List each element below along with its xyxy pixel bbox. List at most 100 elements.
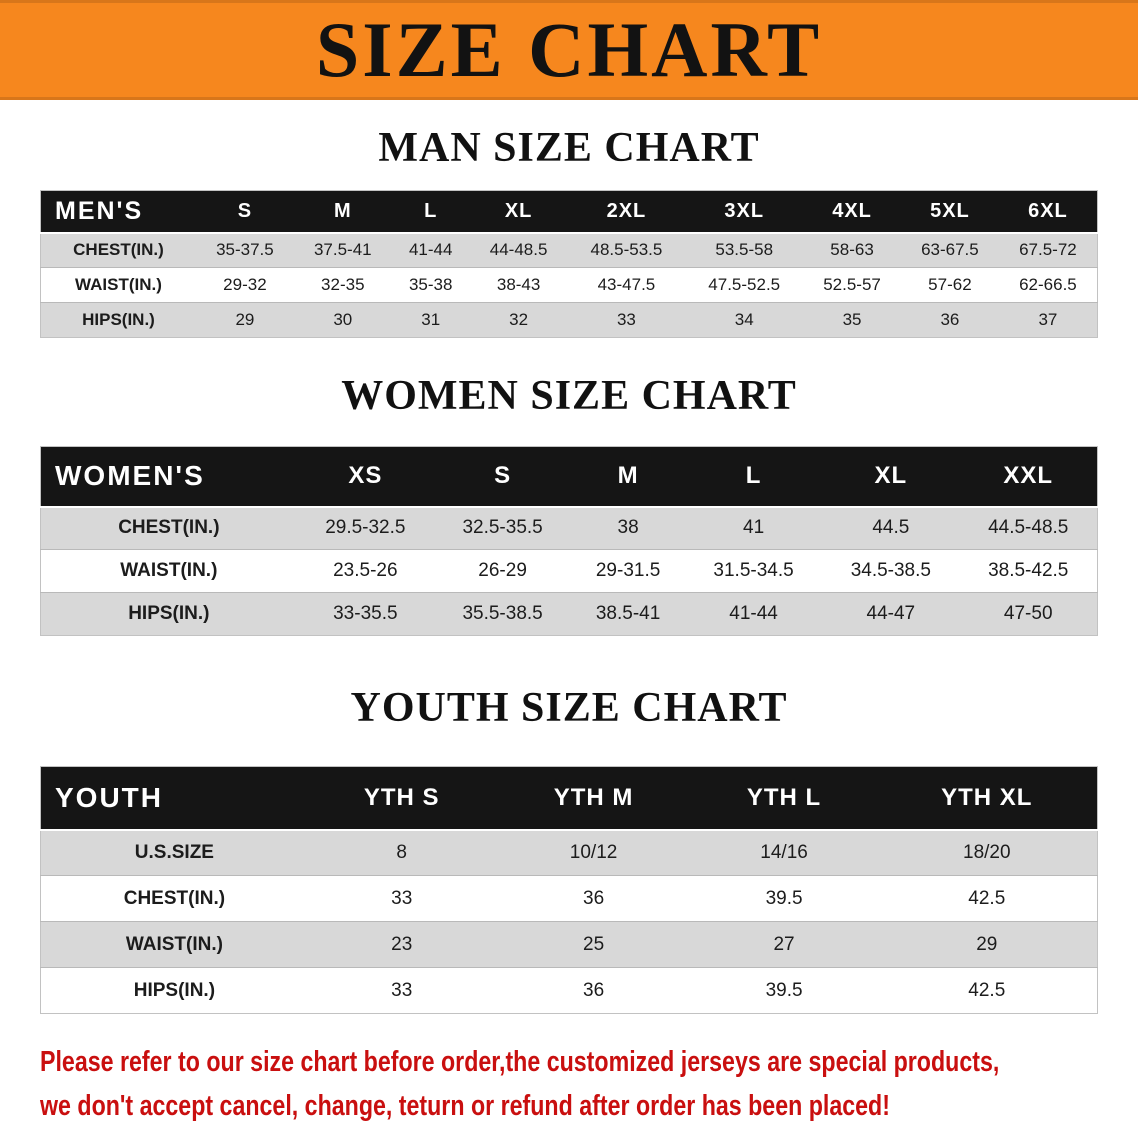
size-value-cell: 57-62 [928, 275, 972, 295]
size-column-header: 4XL [803, 190, 901, 233]
size-value-cell: 29-31.5 [595, 560, 661, 582]
measurement-row-label: WAIST(IN.) [120, 560, 218, 582]
measurement-row-label: CHEST(IN.) [73, 240, 164, 260]
size-value-cell: 35 [842, 310, 862, 330]
size-column-header: M [571, 446, 685, 507]
measurement-row: HIPS(IN.) 29 30 31 32 33 34 35 36 37 [40, 302, 1098, 338]
size-value-cell: 44-47 [866, 603, 916, 625]
size-value-cell: 36 [583, 979, 605, 1001]
size-column-header: YTH L [691, 766, 877, 830]
measurement-row-label: U.S.SIZE [134, 842, 214, 864]
size-value-cell: 33 [391, 887, 413, 909]
youth-size-section: YOUTH SIZE CHART YOUTH YTH S YTH M YTH L YTH… [0, 685, 1138, 1015]
size-value-cell: 41 [743, 517, 765, 539]
size-value-cell: 35.5-38.5 [462, 603, 543, 625]
measurement-row: WAIST(IN.) 23.5-26 26-29 29-31.5 31.5-34.5 34… [40, 549, 1098, 593]
size-value-cell: 39.5 [765, 887, 803, 909]
size-value-cell: 62-66.5 [1019, 275, 1077, 295]
measurement-row-label: HIPS(IN.) [133, 979, 216, 1001]
men-size-table: MEN'S S M L XL 2XL 3XL 4XL 5XL 6XL CHEST(IN.) 35-37… [40, 190, 1098, 339]
size-value-cell: 52.5-57 [823, 275, 881, 295]
size-column-header: 2XL [567, 190, 686, 233]
size-value-cell: 67.5-72 [1019, 240, 1077, 260]
men-section-heading: MAN SIZE CHART [378, 125, 760, 171]
table-corner-label: MEN'S [40, 190, 196, 233]
size-value-cell: 36 [940, 310, 960, 330]
disclaimer-note: Please refer to our size chart before or… [40, 1040, 1138, 1128]
size-header-row: YOUTH YTH S YTH M YTH L YTH XL [40, 766, 1098, 830]
size-value-cell: 34 [734, 310, 754, 330]
size-value-cell: 31 [421, 310, 441, 330]
size-chart-banner: SIZE CHART [0, 0, 1138, 100]
women-size-section: WOMEN SIZE CHART WOMEN'S XS S M L XL XXL CHEST(… [0, 373, 1138, 637]
table-corner-label: YOUTH [40, 766, 308, 830]
page-title: SIZE CHART [315, 6, 823, 93]
size-value-cell: 41-44 [408, 240, 453, 260]
measurement-row: CHEST(IN.) 33 36 39.5 42.5 [40, 875, 1098, 922]
women-section-heading: WOMEN SIZE CHART [341, 373, 797, 420]
size-column-header: 6XL [998, 190, 1098, 233]
size-value-cell: 35-37.5 [216, 240, 274, 260]
size-value-cell: 38.5-42.5 [988, 560, 1069, 582]
youth-section-heading: YOUTH SIZE CHART [350, 685, 788, 732]
size-column-header: YTH XL [876, 766, 1098, 830]
size-value-cell: 29-32 [223, 275, 267, 295]
measurement-row-label: WAIST(IN.) [125, 933, 223, 955]
size-value-cell: 63-67.5 [921, 240, 979, 260]
measurement-row-label: CHEST(IN.) [118, 517, 220, 539]
size-value-cell: 10/12 [569, 842, 618, 864]
size-column-header: S [195, 190, 294, 233]
measurement-row-label: CHEST(IN.) [123, 887, 226, 909]
size-header-row: MEN'S S M L XL 2XL 3XL 4XL 5XL 6XL [40, 190, 1098, 233]
size-value-cell: 32-35 [321, 275, 365, 295]
measurement-row: CHEST(IN.) 35-37.5 37.5-41 41-44 44-48.5 48.5… [40, 232, 1098, 268]
women-size-table: WOMEN'S XS S M L XL XXL CHEST(IN.) 29.5-32.5 32.5… [40, 446, 1098, 637]
measurement-row-label: HIPS(IN.) [82, 310, 155, 330]
size-header-row: WOMEN'S XS S M L XL XXL [40, 446, 1098, 507]
table-corner-label: WOMEN'S [40, 446, 297, 507]
size-column-header: XL [822, 446, 960, 507]
size-value-cell: 42.5 [968, 979, 1006, 1001]
size-value-cell: 48.5-53.5 [590, 240, 663, 260]
size-value-cell: 8 [396, 842, 407, 864]
size-value-cell: 27 [773, 933, 795, 955]
size-value-cell: 23 [391, 933, 413, 955]
size-value-cell: 44.5-48.5 [988, 517, 1069, 539]
size-column-header: XL [469, 190, 568, 233]
disclaimer-line-2: we don't accept cancel, change, teturn o… [40, 1090, 890, 1123]
size-column-header: 5XL [900, 190, 999, 233]
size-value-cell: 33 [391, 979, 413, 1001]
size-value-cell: 34.5-38.5 [850, 560, 931, 582]
size-column-header: 3XL [685, 190, 804, 233]
size-value-cell: 35-38 [408, 275, 453, 295]
size-value-cell: 30 [333, 310, 353, 330]
measurement-row-label: WAIST(IN.) [75, 275, 162, 295]
measurement-row-label: HIPS(IN.) [128, 603, 210, 625]
size-column-header: S [433, 446, 572, 507]
size-column-header: YTH S [307, 766, 496, 830]
size-column-header: XS [296, 446, 434, 507]
measurement-row: HIPS(IN.) 33 36 39.5 42.5 [40, 967, 1098, 1014]
size-value-cell: 26-29 [478, 560, 527, 582]
size-value-cell: 29.5-32.5 [325, 517, 406, 539]
size-value-cell: 14/16 [760, 842, 808, 864]
size-value-cell: 43-47.5 [597, 275, 656, 295]
size-value-cell: 47.5-52.5 [708, 275, 781, 295]
size-column-header: L [391, 190, 470, 233]
size-value-cell: 53.5-58 [715, 240, 774, 260]
size-value-cell: 58-63 [830, 240, 874, 260]
youth-size-table: YOUTH YTH S YTH M YTH L YTH XL U.S.SIZE 8 10/12… [40, 766, 1098, 1015]
size-value-cell: 38 [617, 517, 639, 539]
size-column-header: YTH M [495, 766, 692, 830]
measurement-row: WAIST(IN.) 23 25 27 29 [40, 921, 1098, 968]
size-value-cell: 29 [235, 310, 255, 330]
size-value-cell: 32.5-35.5 [462, 517, 543, 539]
men-size-section: MAN SIZE CHART MEN'S S M L XL 2XL 3XL 4XL 5XL 6XL… [0, 125, 1138, 339]
size-value-cell: 38-43 [496, 275, 541, 295]
size-value-cell: 37 [1038, 310, 1058, 330]
size-value-cell: 33-35.5 [333, 603, 398, 625]
size-value-cell: 47-50 [1003, 603, 1053, 625]
measurement-row: HIPS(IN.) 33-35.5 35.5-38.5 38.5-41 41-44 44-… [40, 592, 1098, 636]
size-value-cell: 38.5-41 [595, 603, 661, 625]
measurement-row: U.S.SIZE 8 10/12 14/16 18/20 [40, 829, 1098, 876]
